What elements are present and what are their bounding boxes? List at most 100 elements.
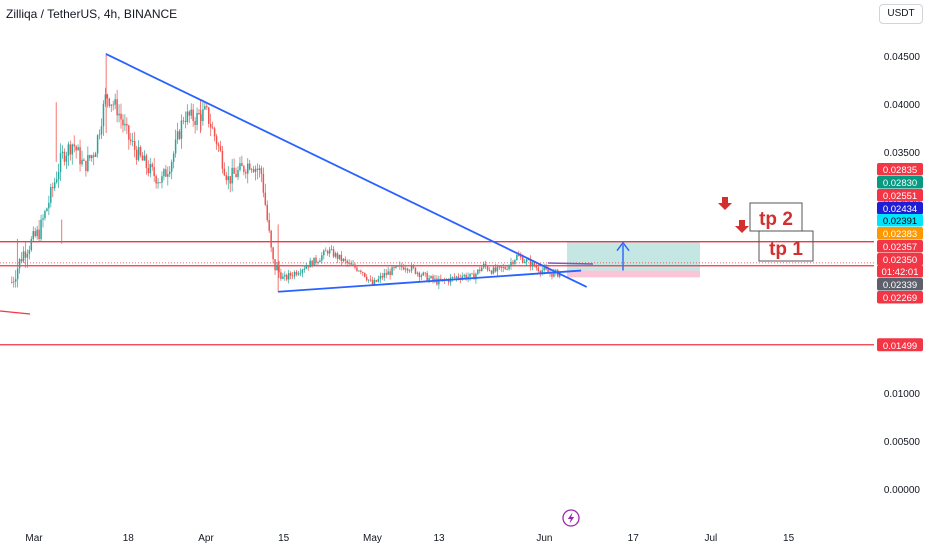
price-tag-label: 0.02830: [883, 178, 917, 189]
candle: [145, 155, 148, 168]
candle: [167, 174, 169, 177]
candle: [332, 249, 335, 257]
tp2-label: tp 2: [759, 209, 793, 230]
candle: [422, 272, 425, 276]
price-tag-label: 0.02350: [883, 255, 917, 266]
currency-button[interactable]: USDT: [879, 4, 923, 24]
candle: [295, 271, 298, 275]
candle: [40, 219, 42, 239]
candle: [486, 266, 489, 270]
candle: [371, 279, 374, 285]
candle: [527, 259, 530, 261]
candle: [377, 278, 380, 282]
candle: [247, 163, 249, 174]
candle: [510, 261, 512, 266]
candle: [139, 147, 142, 156]
candle: [57, 171, 60, 180]
candle: [73, 144, 75, 147]
level-tag: [877, 338, 923, 352]
down-arrow-icon[interactable]: [718, 197, 732, 210]
price-tag-label: 0.02383: [883, 229, 917, 240]
candle: [387, 271, 389, 275]
candle: [106, 94, 109, 99]
tp1-box[interactable]: [758, 230, 814, 262]
candle: [237, 170, 239, 178]
candle: [69, 144, 72, 155]
down-arrow-icon[interactable]: [735, 220, 749, 233]
candle: [42, 218, 44, 220]
candle: [461, 276, 464, 279]
candle: [334, 253, 337, 257]
candle: [118, 113, 120, 116]
candle: [98, 134, 101, 136]
candle: [553, 271, 555, 277]
candle: [393, 267, 395, 269]
candle: [412, 265, 415, 268]
candle: [484, 263, 487, 267]
horizontal-levels: [0, 241, 874, 346]
candle: [465, 274, 467, 279]
x-tick-label: 18: [123, 533, 135, 544]
candle: [22, 251, 25, 262]
candle: [330, 249, 333, 251]
candle: [223, 168, 226, 176]
candle: [172, 153, 175, 162]
candle: [428, 278, 430, 282]
candle: [346, 260, 348, 264]
position-zones: [567, 241, 700, 278]
price-tag-label: 0.02339: [883, 280, 917, 291]
candle: [14, 279, 17, 282]
candle: [469, 273, 471, 277]
candle: [96, 135, 99, 154]
candle: [180, 120, 183, 139]
candle: [213, 128, 216, 137]
candle: [94, 153, 97, 157]
y-tick-label: 0.01000: [884, 389, 921, 400]
candle: [188, 111, 191, 116]
candle: [424, 272, 426, 274]
price-tag-label: 0.02434: [883, 204, 917, 215]
lightning-icon[interactable]: [562, 509, 580, 527]
candle: [196, 113, 198, 125]
time-axis: Mar 18 Apr 15 May 13 Jun 17 Jul 15: [25, 533, 794, 544]
candle: [254, 168, 257, 172]
price-tag: [877, 176, 923, 189]
candle: [153, 167, 155, 177]
candle: [506, 269, 508, 270]
price-tag: [877, 240, 923, 253]
candle: [358, 270, 360, 272]
candle: [325, 250, 327, 252]
partial-level-line: [0, 310, 31, 315]
trendline-extension[interactable]: [547, 262, 594, 265]
candle: [391, 267, 393, 276]
candle: [434, 278, 436, 280]
candle: [200, 114, 202, 122]
candle: [319, 260, 321, 263]
candle: [500, 266, 503, 268]
candle: [157, 182, 159, 184]
candle: [137, 147, 140, 160]
trendline[interactable]: [105, 53, 588, 288]
trendline[interactable]: [278, 269, 582, 293]
stop-zone[interactable]: [567, 270, 700, 278]
candle: [163, 169, 165, 177]
candle: [317, 262, 319, 263]
candle: [126, 123, 128, 126]
candle: [245, 171, 247, 174]
candle: [379, 275, 382, 279]
candle: [131, 141, 134, 142]
candle: [225, 175, 228, 181]
candle: [430, 276, 432, 279]
candle: [186, 111, 189, 122]
countdown-tag: [877, 265, 923, 278]
y-tick-label: 0.04500: [884, 52, 921, 63]
candle: [397, 265, 399, 267]
price-tag-label: 0.02835: [883, 165, 917, 176]
candle: [512, 261, 514, 264]
x-tick-label: May: [363, 533, 382, 544]
candle: [406, 268, 409, 271]
y-tick-label: 0.03000: [884, 196, 921, 207]
price-tag: [877, 163, 923, 176]
